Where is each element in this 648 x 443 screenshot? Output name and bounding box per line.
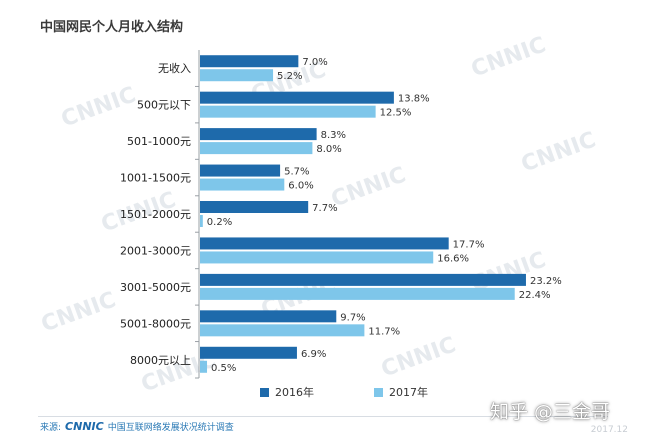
category-label: 1001-1500元 — [120, 172, 191, 185]
data-label: 6.0% — [288, 181, 313, 192]
data-label: 17.7% — [453, 239, 485, 250]
category-label: 8000元以上 — [130, 354, 191, 367]
data-label: 5.2% — [277, 71, 302, 82]
page-mark: 2017.12 — [590, 425, 628, 435]
legend-swatch-2017 — [374, 387, 383, 397]
bar-2016 — [200, 273, 526, 286]
bar-2017 — [200, 178, 285, 191]
category-label: 500元以下 — [137, 99, 191, 112]
legend-item-2017: 2017年 — [374, 384, 428, 400]
bar-2017 — [200, 215, 203, 227]
bar-2017 — [200, 287, 515, 300]
legend-swatch-2016 — [260, 387, 269, 397]
data-label: 12.5% — [380, 108, 412, 119]
category-label: 5001-8000元 — [120, 317, 191, 330]
bar-2016 — [200, 91, 394, 104]
data-label: 5.7% — [284, 167, 309, 178]
author-credit: 知乎 @三金哥 — [489, 401, 610, 423]
source-note: 来源: CNNIC 中国互联网络发展状况统计调查 — [40, 420, 234, 433]
data-label: 13.8% — [398, 94, 430, 105]
source-text: 中国互联网络发展状况统计调查 — [107, 423, 234, 433]
bar-2017 — [200, 105, 376, 118]
data-label: 23.2% — [530, 276, 562, 287]
category-label: 1501-2000元 — [120, 208, 191, 221]
data-label: 8.3% — [321, 130, 346, 141]
bar-2016 — [200, 237, 449, 250]
legend-label-2017: 2017年 — [389, 386, 428, 399]
bar-2017 — [200, 142, 313, 155]
legend: 2016年 2017年 — [260, 384, 428, 400]
data-label: 9.7% — [340, 312, 365, 323]
source-label: 来源: — [40, 423, 62, 433]
category-label: 3001-5000元 — [120, 281, 191, 294]
source-brand-logo: CNNIC — [65, 420, 104, 433]
data-label: 0.5% — [211, 363, 236, 374]
bar-2017 — [200, 69, 274, 82]
legend-item-2016: 2016年 — [260, 384, 314, 400]
legend-label-2016: 2016年 — [275, 386, 314, 399]
category-label: 501-1000元 — [127, 135, 191, 148]
bar-2017 — [200, 324, 365, 337]
data-label: 6.9% — [301, 349, 326, 360]
category-label: 无收入 — [158, 61, 191, 75]
chart-title: 中国网民个人月收入结构 — [40, 20, 184, 35]
bar-2016 — [200, 310, 337, 323]
bar-2016 — [200, 128, 317, 141]
category-label: 2001-3000元 — [120, 244, 191, 257]
data-label: 11.7% — [368, 326, 400, 337]
footer-divider — [38, 416, 608, 417]
data-label: 16.6% — [437, 253, 469, 264]
bar-2016 — [200, 346, 297, 359]
data-label: 22.4% — [519, 290, 551, 301]
data-label: 8.0% — [316, 144, 341, 155]
bar-2017 — [200, 360, 208, 373]
bar-2017 — [200, 251, 434, 264]
bar-2016 — [200, 55, 299, 68]
data-label: 7.7% — [312, 203, 337, 214]
bar-2016 — [200, 201, 309, 213]
bar-2016 — [200, 164, 281, 177]
data-label: 0.2% — [207, 217, 232, 228]
data-label: 7.0% — [302, 57, 327, 68]
